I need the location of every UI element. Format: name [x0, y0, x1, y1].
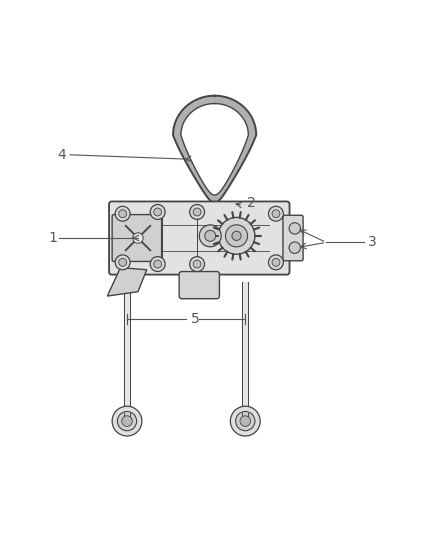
FancyBboxPatch shape: [283, 215, 303, 261]
Circle shape: [193, 208, 201, 216]
Circle shape: [218, 217, 255, 254]
Circle shape: [133, 233, 143, 243]
Circle shape: [236, 411, 255, 431]
Circle shape: [117, 411, 137, 431]
Polygon shape: [107, 268, 147, 296]
Text: 4: 4: [57, 148, 66, 162]
Circle shape: [272, 259, 280, 266]
Circle shape: [226, 225, 247, 247]
Circle shape: [119, 210, 127, 217]
Text: 3: 3: [368, 236, 377, 249]
Circle shape: [268, 206, 283, 221]
Circle shape: [115, 255, 130, 270]
Circle shape: [230, 406, 260, 436]
FancyBboxPatch shape: [109, 201, 290, 274]
FancyBboxPatch shape: [112, 215, 162, 262]
Circle shape: [190, 257, 205, 271]
Circle shape: [154, 260, 162, 268]
Circle shape: [112, 406, 142, 436]
Circle shape: [150, 257, 165, 271]
Circle shape: [115, 206, 130, 221]
Circle shape: [154, 208, 162, 216]
Circle shape: [150, 205, 165, 220]
Circle shape: [289, 242, 300, 253]
Circle shape: [205, 230, 215, 241]
Circle shape: [122, 416, 132, 426]
Text: 5: 5: [191, 312, 199, 326]
Circle shape: [190, 205, 205, 220]
FancyBboxPatch shape: [179, 271, 219, 298]
Circle shape: [193, 260, 201, 268]
Circle shape: [240, 416, 251, 426]
Circle shape: [199, 225, 221, 247]
Circle shape: [289, 223, 300, 234]
Text: 1: 1: [48, 231, 57, 245]
Polygon shape: [173, 96, 256, 203]
Circle shape: [232, 231, 241, 240]
Circle shape: [268, 255, 283, 270]
Polygon shape: [181, 103, 248, 195]
Circle shape: [272, 210, 280, 217]
Text: 2: 2: [247, 196, 256, 210]
Circle shape: [119, 259, 127, 266]
